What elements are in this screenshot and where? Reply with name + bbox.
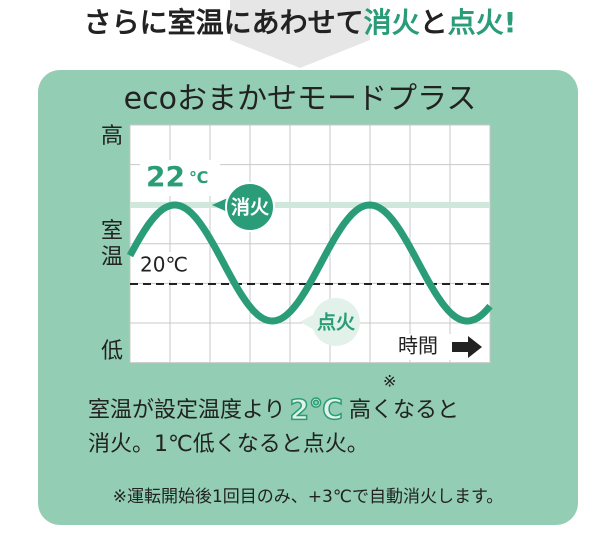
- note-mark: ※: [383, 372, 396, 391]
- title-part: さらに室温にあわせて: [84, 6, 364, 39]
- title-part: 消火: [364, 6, 420, 39]
- title-part: と: [420, 6, 448, 39]
- time-label: 時間: [398, 334, 438, 358]
- body-text: 室温が設定温度より: [88, 398, 286, 423]
- body-highlight: 2℃: [290, 393, 343, 426]
- body-line1: 室温が設定温度より 2℃ 高くなると: [88, 393, 459, 426]
- lower-temp: 20℃: [140, 253, 188, 277]
- on-bubble: [312, 298, 360, 346]
- axis-low: 低: [101, 339, 123, 364]
- axis-room: 温: [101, 245, 123, 270]
- body-text: 高くなると: [349, 398, 459, 423]
- temp-number: 22: [146, 160, 185, 193]
- header-title: さらに室温にあわせて消火と点火!: [84, 6, 517, 39]
- temp-unit: ℃: [189, 168, 208, 187]
- label-bg: [136, 252, 206, 280]
- on-label: 点火: [317, 312, 356, 334]
- axis-room: 室: [101, 219, 123, 244]
- off-label: 消火: [231, 196, 270, 219]
- title-part: 点火!: [448, 6, 517, 39]
- label-bg: [140, 160, 220, 196]
- upper-temp: 22 ℃: [146, 160, 208, 193]
- time-arrow: [452, 336, 482, 358]
- arrow-shape: [230, 0, 370, 68]
- body-line2: 消火。1℃低くなると点火。: [88, 432, 369, 457]
- panel-title: ecoおまかせモードプラス: [124, 82, 477, 117]
- off-bubble: [225, 182, 275, 232]
- temperature-wave: [126, 201, 493, 325]
- axis-high: 高: [101, 124, 123, 149]
- footnote: ※運転開始後1回目のみ、+3℃で自動消火します。: [113, 487, 504, 507]
